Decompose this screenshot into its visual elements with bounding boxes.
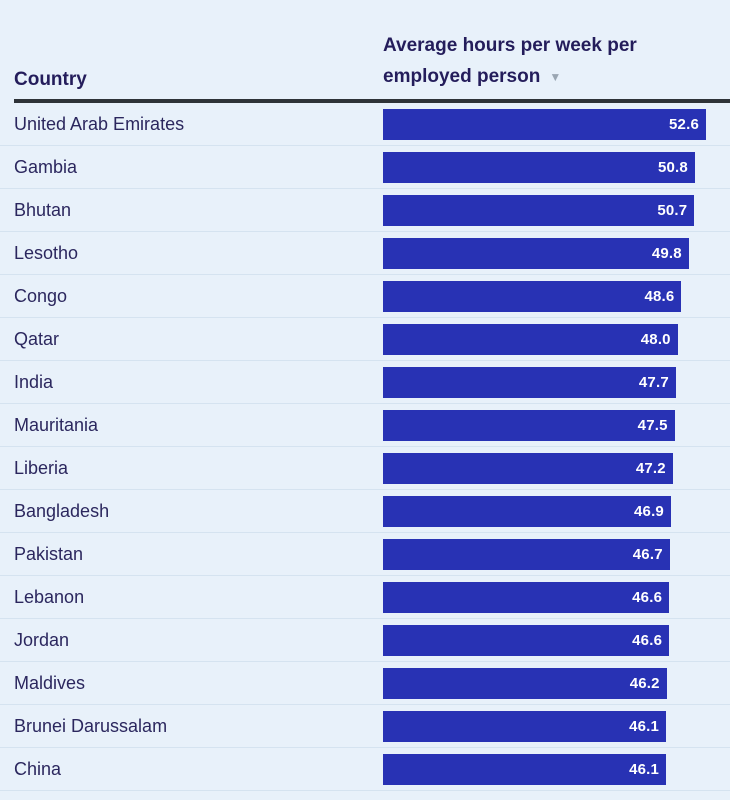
country-label: Lebanon xyxy=(14,586,85,607)
value-label: 50.7 xyxy=(657,201,688,219)
value-bar: 46.1 xyxy=(383,710,667,742)
bar-track: 46.6 xyxy=(383,581,706,613)
country-label: Bangladesh xyxy=(14,500,110,521)
table-row: Bangladesh 46.9 xyxy=(0,490,730,533)
country-label: United Arab Emirates xyxy=(14,113,185,134)
value-label: 46.9 xyxy=(633,502,664,520)
bar-track: 52.6 xyxy=(383,108,706,140)
value-bar: 47.2 xyxy=(383,452,673,484)
value-bar: 46.7 xyxy=(383,538,670,570)
bar-track: 47.7 xyxy=(383,366,706,398)
value-bar: 46.1 xyxy=(383,753,667,785)
country-label: Bhutan xyxy=(14,199,72,220)
column-header-value-line2: employed person xyxy=(383,66,541,87)
value-label: 46.6 xyxy=(632,588,663,606)
table-row: Congo 48.6 xyxy=(0,275,730,318)
table-row: Lebanon 46.6 xyxy=(0,576,730,619)
column-header-value[interactable]: Average hours per week per employed perso… xyxy=(383,30,730,93)
value-label: 48.6 xyxy=(644,287,675,305)
table-row: Gambia 50.8 xyxy=(0,146,730,189)
value-bar: 52.6 xyxy=(383,108,706,140)
table-row: Pakistan 46.7 xyxy=(0,533,730,576)
bar-track: 46.1 xyxy=(383,753,706,785)
table-body: United Arab Emirates 52.6 Gambia 50.8 Bhutan… xyxy=(0,103,730,791)
country-label: China xyxy=(14,758,62,779)
bar-track: 46.1 xyxy=(383,710,706,742)
value-label: 52.6 xyxy=(669,115,699,133)
country-label: Gambia xyxy=(14,156,78,177)
bar-track: 50.8 xyxy=(383,151,706,183)
value-label: 46.2 xyxy=(629,674,660,692)
value-label: 48.0 xyxy=(640,330,671,348)
value-bar: 47.7 xyxy=(383,366,676,398)
country-label: Mauritania xyxy=(14,414,99,435)
bar-track: 46.2 xyxy=(383,667,706,699)
country-label: Jordan xyxy=(14,629,70,650)
table-row: India 47.7 xyxy=(0,361,730,404)
value-label: 47.2 xyxy=(635,459,666,477)
value-bar: 46.6 xyxy=(383,624,670,656)
bar-track: 49.8 xyxy=(383,237,706,269)
value-bar: 49.8 xyxy=(383,237,689,269)
header-divider xyxy=(14,99,730,103)
value-label: 49.8 xyxy=(651,244,682,262)
value-bar: 50.7 xyxy=(383,194,695,226)
column-header-value-line1: Average hours per week per xyxy=(383,35,637,56)
column-header-country: Country xyxy=(14,69,87,90)
table-row: Qatar 48.0 xyxy=(0,318,730,361)
country-label: Maldives xyxy=(14,672,86,693)
bar-track: 48.0 xyxy=(383,323,706,355)
country-label: Brunei Darussalam xyxy=(14,715,168,736)
country-label: Congo xyxy=(14,285,68,306)
country-label: Lesotho xyxy=(14,242,79,263)
country-label: Liberia xyxy=(14,457,69,478)
bar-track: 48.6 xyxy=(383,280,706,312)
table-row: United Arab Emirates 52.6 xyxy=(0,103,730,146)
bar-track: 47.2 xyxy=(383,452,706,484)
bar-track: 50.7 xyxy=(383,194,706,226)
bar-track: 47.5 xyxy=(383,409,706,441)
value-bar: 46.2 xyxy=(383,667,667,699)
value-label: 47.7 xyxy=(638,373,669,391)
country-label: Pakistan xyxy=(14,543,84,564)
value-bar: 48.0 xyxy=(383,323,678,355)
sort-descending-icon[interactable]: ▼ xyxy=(549,70,562,84)
value-bar: 46.6 xyxy=(383,581,670,613)
table-row: Bhutan 50.7 xyxy=(0,189,730,232)
value-label: 47.5 xyxy=(637,416,668,434)
table-row: Liberia 47.2 xyxy=(0,447,730,490)
country-label: India xyxy=(14,371,54,392)
value-bar: 48.6 xyxy=(383,280,682,312)
bar-track: 46.6 xyxy=(383,624,706,656)
table-row: Jordan 46.6 xyxy=(0,619,730,662)
value-label: 46.7 xyxy=(632,545,663,563)
value-label: 50.8 xyxy=(657,158,688,176)
value-bar: 47.5 xyxy=(383,409,675,441)
table-row: Mauritania 47.5 xyxy=(0,404,730,447)
bar-track: 46.9 xyxy=(383,495,706,527)
country-label: Qatar xyxy=(14,328,60,349)
table-row: Brunei Darussalam 46.1 xyxy=(0,705,730,748)
value-bar: 50.8 xyxy=(383,151,695,183)
table-row: Lesotho 49.8 xyxy=(0,232,730,275)
value-label: 46.6 xyxy=(632,631,663,649)
value-label: 46.1 xyxy=(629,760,660,778)
table-row: China 46.1 xyxy=(0,748,730,791)
table-header: Country Average hours per week per employ… xyxy=(0,0,730,99)
table-row: Maldives 46.2 xyxy=(0,662,730,705)
value-label: 46.1 xyxy=(629,717,660,735)
bar-track: 46.7 xyxy=(383,538,706,570)
value-bar: 46.9 xyxy=(383,495,671,527)
